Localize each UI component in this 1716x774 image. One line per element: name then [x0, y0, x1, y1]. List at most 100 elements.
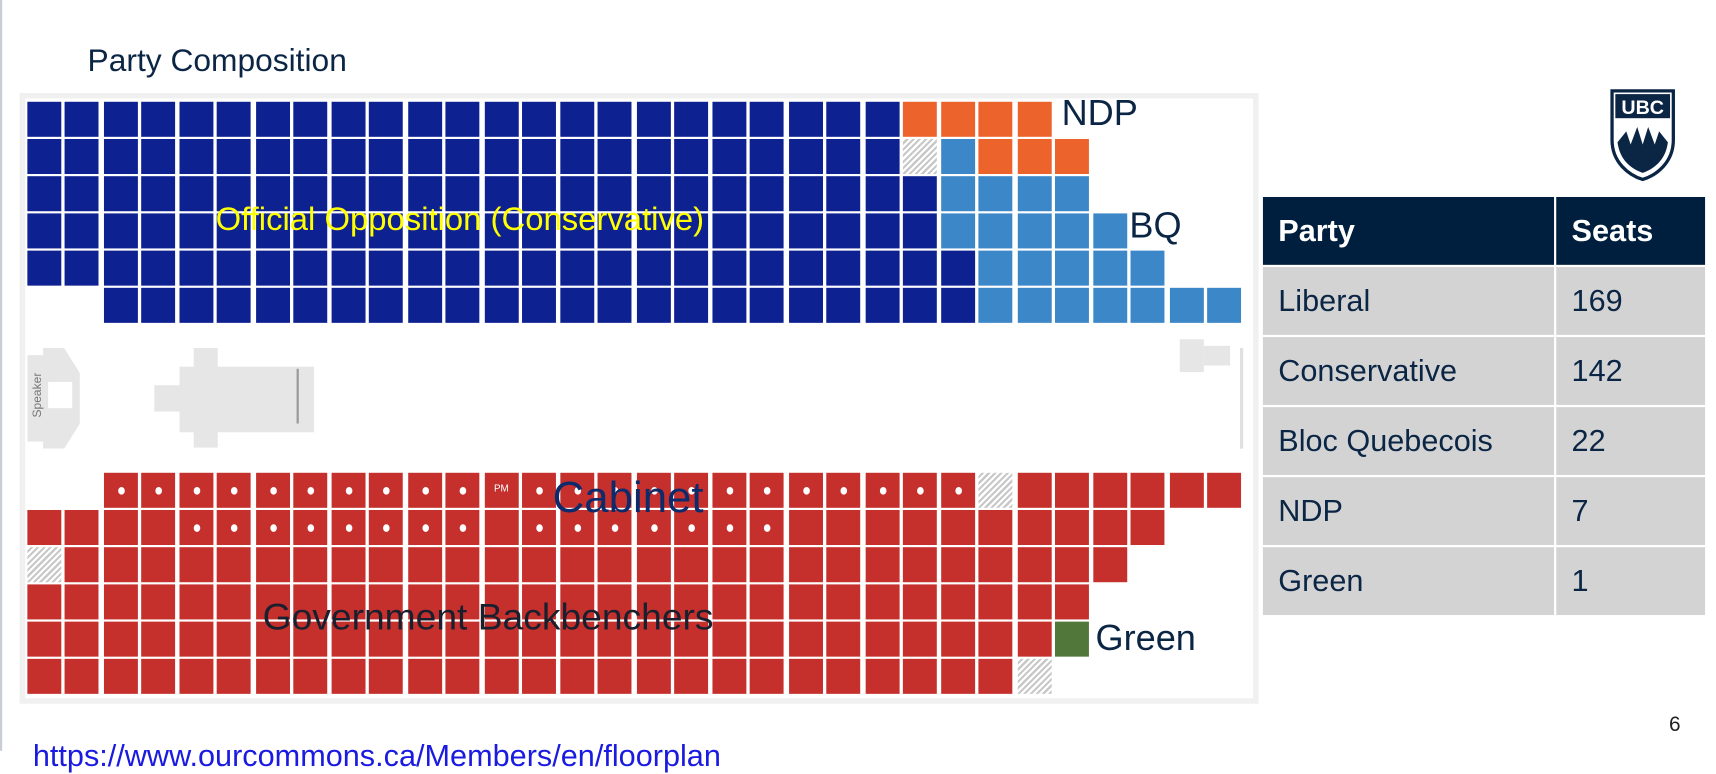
seat-conservative[interactable] — [293, 250, 328, 286]
seat-liberal[interactable] — [1169, 472, 1204, 508]
seat-conservative[interactable] — [255, 176, 290, 212]
seat-liberal[interactable] — [27, 621, 62, 657]
seat-conservative[interactable] — [408, 250, 443, 286]
seat-liberal[interactable] — [750, 472, 785, 508]
seat-ndp[interactable] — [941, 101, 976, 137]
seat-liberal[interactable] — [332, 658, 366, 694]
seat-liberal[interactable] — [255, 509, 290, 546]
seat-liberal[interactable] — [369, 472, 404, 508]
seat-conservative[interactable] — [636, 138, 671, 175]
seat-vacant[interactable] — [1017, 658, 1052, 694]
seat-conservative[interactable] — [521, 176, 556, 212]
seat-bloc-quebecois[interactable] — [1054, 250, 1089, 286]
seat-conservative[interactable] — [332, 287, 366, 323]
seat-liberal[interactable] — [484, 509, 519, 546]
seat-conservative[interactable] — [865, 287, 900, 323]
seat-conservative[interactable] — [521, 250, 556, 286]
seat-liberal[interactable] — [445, 621, 480, 657]
seat-liberal[interactable] — [408, 584, 443, 620]
seat-liberal[interactable] — [332, 621, 366, 657]
seat-conservative[interactable] — [140, 250, 175, 286]
seat-conservative[interactable] — [484, 287, 519, 323]
seat-conservative[interactable] — [597, 101, 632, 137]
seat-conservative[interactable] — [103, 138, 138, 175]
seat-conservative[interactable] — [789, 250, 823, 286]
seat-liberal[interactable] — [865, 509, 900, 546]
seat-conservative[interactable] — [216, 213, 251, 249]
seat-liberal[interactable] — [140, 472, 175, 508]
seat-conservative[interactable] — [636, 176, 671, 212]
seat-conservative[interactable] — [408, 213, 443, 249]
seat-liberal[interactable] — [750, 509, 785, 546]
seat-conservative[interactable] — [673, 138, 708, 175]
seat-liberal[interactable] — [332, 509, 366, 546]
seat-liberal[interactable] — [941, 584, 976, 620]
seat-liberal[interactable] — [293, 509, 328, 546]
seat-bloc-quebecois[interactable] — [978, 176, 1013, 212]
seat-liberal[interactable] — [140, 658, 175, 694]
seat-liberal[interactable] — [1054, 584, 1089, 620]
seat-conservative[interactable] — [445, 176, 480, 212]
seat-liberal[interactable] — [103, 472, 138, 508]
seat-conservative[interactable] — [597, 287, 632, 323]
seat-conservative[interactable] — [597, 138, 632, 175]
seat-liberal[interactable] — [484, 658, 519, 694]
seat-liberal[interactable] — [103, 584, 138, 620]
seat-conservative[interactable] — [521, 138, 556, 175]
seat-conservative[interactable] — [521, 287, 556, 323]
seat-conservative[interactable] — [216, 250, 251, 286]
seat-bloc-quebecois[interactable] — [1130, 250, 1165, 286]
seat-liberal[interactable] — [712, 547, 747, 583]
seat-conservative[interactable] — [636, 287, 671, 323]
seat-conservative[interactable] — [408, 176, 443, 212]
seat-bloc-quebecois[interactable] — [941, 176, 976, 212]
seat-liberal[interactable] — [597, 621, 632, 657]
seat-liberal[interactable] — [521, 547, 556, 583]
seat-liberal[interactable] — [865, 658, 900, 694]
seat-liberal[interactable] — [826, 472, 861, 508]
seat-conservative[interactable] — [484, 213, 519, 249]
seat-conservative[interactable] — [255, 213, 290, 249]
seat-conservative[interactable] — [597, 250, 632, 286]
seat-conservative[interactable] — [789, 287, 823, 323]
seat-liberal[interactable] — [673, 584, 708, 620]
seat-liberal[interactable] — [140, 584, 175, 620]
seat-conservative[interactable] — [408, 287, 443, 323]
seat-liberal[interactable] — [293, 547, 328, 583]
seat-bloc-quebecois[interactable] — [1207, 287, 1242, 323]
seat-liberal[interactable] — [636, 472, 671, 508]
seat-liberal[interactable] — [789, 658, 823, 694]
seat-conservative[interactable] — [216, 287, 251, 323]
seat-conservative[interactable] — [140, 101, 175, 137]
seat-liberal[interactable] — [1017, 547, 1052, 583]
seat-conservative[interactable] — [408, 138, 443, 175]
seat-liberal[interactable] — [978, 547, 1013, 583]
seat-liberal[interactable] — [216, 621, 251, 657]
seat-liberal[interactable] — [902, 584, 937, 620]
seat-liberal[interactable] — [484, 547, 519, 583]
seat-conservative[interactable] — [636, 250, 671, 286]
seat-liberal[interactable] — [826, 547, 861, 583]
seat-vacant[interactable] — [27, 547, 62, 583]
seat-green[interactable] — [1054, 621, 1089, 657]
seat-bloc-quebecois[interactable] — [1093, 250, 1128, 286]
seat-conservative[interactable] — [179, 176, 214, 212]
seat-conservative[interactable] — [408, 101, 443, 137]
seat-conservative[interactable] — [902, 213, 937, 249]
seat-bloc-quebecois[interactable] — [941, 213, 976, 249]
seat-conservative[interactable] — [27, 213, 62, 249]
seat-liberal[interactable] — [521, 621, 556, 657]
seat-conservative[interactable] — [826, 213, 861, 249]
seat-liberal[interactable] — [1130, 472, 1165, 508]
seat-liberal[interactable] — [445, 509, 480, 546]
seat-liberal[interactable] — [902, 509, 937, 546]
seat-liberal[interactable] — [408, 472, 443, 508]
seat-liberal[interactable] — [941, 472, 976, 508]
seat-liberal[interactable] — [712, 584, 747, 620]
seat-liberal[interactable] — [216, 584, 251, 620]
seat-liberal[interactable] — [332, 584, 366, 620]
seat-bloc-quebecois[interactable] — [1093, 213, 1128, 249]
seat-conservative[interactable] — [255, 101, 290, 137]
seat-conservative[interactable] — [293, 287, 328, 323]
seat-conservative[interactable] — [902, 250, 937, 286]
